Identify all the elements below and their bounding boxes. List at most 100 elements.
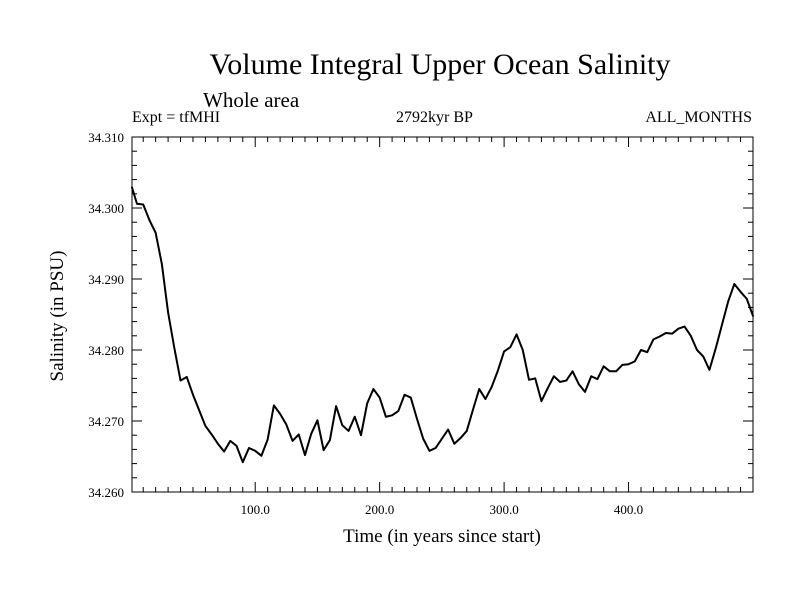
data-point: [316, 419, 319, 421]
data-point: [403, 394, 406, 396]
data-point: [752, 315, 754, 317]
data-point: [534, 377, 536, 380]
data-point: [714, 347, 717, 350]
y-axis-title: Salinity (in PSU): [47, 251, 68, 382]
data-point: [298, 433, 300, 436]
data-point: [634, 360, 636, 363]
data-point: [322, 449, 325, 451]
data-point: [571, 370, 574, 372]
data-point: [167, 311, 169, 314]
data-point: [198, 409, 200, 412]
y-tick-label: 34.310: [88, 130, 124, 145]
data-point: [683, 325, 686, 328]
data-point: [453, 443, 456, 445]
major-ticks: [132, 137, 753, 492]
data-point: [602, 365, 605, 368]
data-point: [721, 324, 723, 326]
data-point: [584, 391, 586, 393]
data-point: [223, 450, 225, 453]
data-point: [590, 375, 592, 377]
data-point: [248, 447, 250, 449]
data-point: [428, 450, 431, 452]
data-point: [254, 450, 256, 452]
y-tick-label: 34.270: [88, 414, 124, 429]
data-point: [204, 425, 207, 427]
data-point: [609, 370, 611, 372]
data-point: [702, 355, 704, 358]
data-point: [509, 346, 512, 348]
data-point: [640, 349, 642, 351]
data-point: [665, 332, 667, 334]
data-point: [434, 447, 437, 449]
data-point: [291, 440, 294, 442]
data-point: [565, 379, 568, 382]
data-point: [416, 418, 418, 420]
data-point: [310, 433, 312, 435]
data-point: [447, 428, 449, 431]
data-point: [739, 291, 742, 293]
data-point: [397, 410, 400, 412]
y-tick-label: 34.260: [88, 485, 124, 500]
x-tick-label: 200.0: [365, 502, 394, 517]
data-point: [559, 381, 561, 383]
data-point: [690, 335, 692, 337]
data-point: [360, 434, 362, 436]
data-point: [179, 379, 182, 382]
data-point: [210, 433, 213, 436]
data-point: [515, 333, 518, 336]
data-point: [490, 386, 493, 388]
data-point: [503, 350, 505, 353]
data-point: [329, 439, 331, 441]
data-point: [235, 445, 238, 447]
data-point: [658, 335, 661, 338]
x-tick-label: 400.0: [614, 502, 643, 517]
data-point: [385, 416, 387, 418]
data-point: [410, 396, 412, 399]
y-tick-label: 34.300: [88, 201, 124, 216]
data-point: [596, 378, 599, 380]
data-point: [696, 349, 698, 351]
data-point: [136, 203, 138, 205]
data-point: [472, 408, 474, 411]
data-point: [273, 404, 275, 407]
data-point: [142, 203, 144, 206]
data-point: [727, 301, 729, 303]
data-point: [646, 351, 648, 353]
time-period-label: 2792kyr BP: [396, 109, 473, 126]
data-point: [131, 186, 133, 189]
data-point: [627, 363, 630, 365]
data-point: [708, 369, 711, 371]
data-point: [229, 440, 232, 442]
data-point: [154, 232, 157, 234]
x-axis-title: Time (in years since start): [343, 526, 541, 547]
data-point: [266, 438, 269, 441]
data-point: [528, 379, 530, 381]
data-point: [335, 405, 337, 407]
x-tick-label: 300.0: [489, 502, 518, 517]
data-point: [652, 338, 655, 341]
data-point: [378, 396, 381, 399]
data-point: [497, 369, 499, 372]
data-point: [161, 263, 163, 265]
data-point: [186, 376, 188, 378]
data-point: [540, 400, 543, 402]
data-point: [478, 388, 480, 390]
data-point: [466, 430, 468, 432]
data-point: [746, 298, 748, 300]
data-point: [260, 455, 263, 457]
months-label: ALL_MONTHS: [645, 109, 752, 126]
series-line: [131, 186, 754, 464]
y-tick-label: 34.290: [88, 272, 124, 287]
data-point: [459, 437, 462, 439]
data-point: [578, 383, 580, 385]
data-point: [242, 461, 244, 463]
data-point: [553, 375, 555, 377]
x-tick-label: 100.0: [241, 502, 270, 517]
data-point: [391, 414, 393, 417]
data-point: [173, 347, 176, 349]
data-point: [484, 398, 487, 400]
minor-ticks: [132, 137, 753, 492]
data-point: [285, 423, 288, 426]
data-point: [441, 438, 443, 440]
data-point: [347, 430, 350, 432]
